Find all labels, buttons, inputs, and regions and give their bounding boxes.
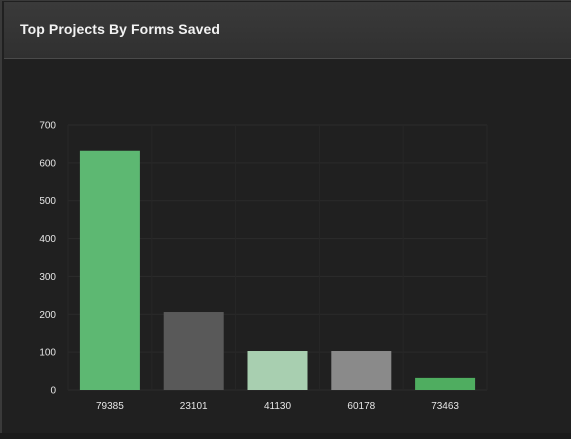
panel-title: Top Projects By Forms Saved xyxy=(20,21,221,37)
bar xyxy=(415,377,476,390)
x-tick-label: 60178 xyxy=(347,401,375,412)
bar xyxy=(79,150,140,390)
y-tick-label: 0 xyxy=(50,386,56,397)
chart-area: 0 100 200 300 400 500 600 700 79385 23101 41130 601… xyxy=(2,60,571,434)
x-tick-label: 73463 xyxy=(431,401,459,412)
bar xyxy=(247,351,308,390)
y-tick-label: 500 xyxy=(39,196,56,207)
y-tick-label: 400 xyxy=(39,234,56,245)
y-tick-label: 100 xyxy=(39,348,56,359)
bar xyxy=(331,351,392,390)
bar-chart: 0 100 200 300 400 500 600 700 79385 23101 41130 601… xyxy=(39,121,488,412)
x-tick-label: 79385 xyxy=(96,401,124,412)
y-tick-label: 600 xyxy=(39,158,56,169)
y-tick-label: 700 xyxy=(39,121,56,132)
bar xyxy=(163,312,224,390)
y-tick-label: 300 xyxy=(39,272,56,283)
panel-header: Top Projects By Forms Saved xyxy=(4,2,571,59)
x-tick-label: 23101 xyxy=(180,401,208,412)
y-tick-label: 200 xyxy=(39,310,56,321)
x-tick-label: 41130 xyxy=(264,401,292,412)
